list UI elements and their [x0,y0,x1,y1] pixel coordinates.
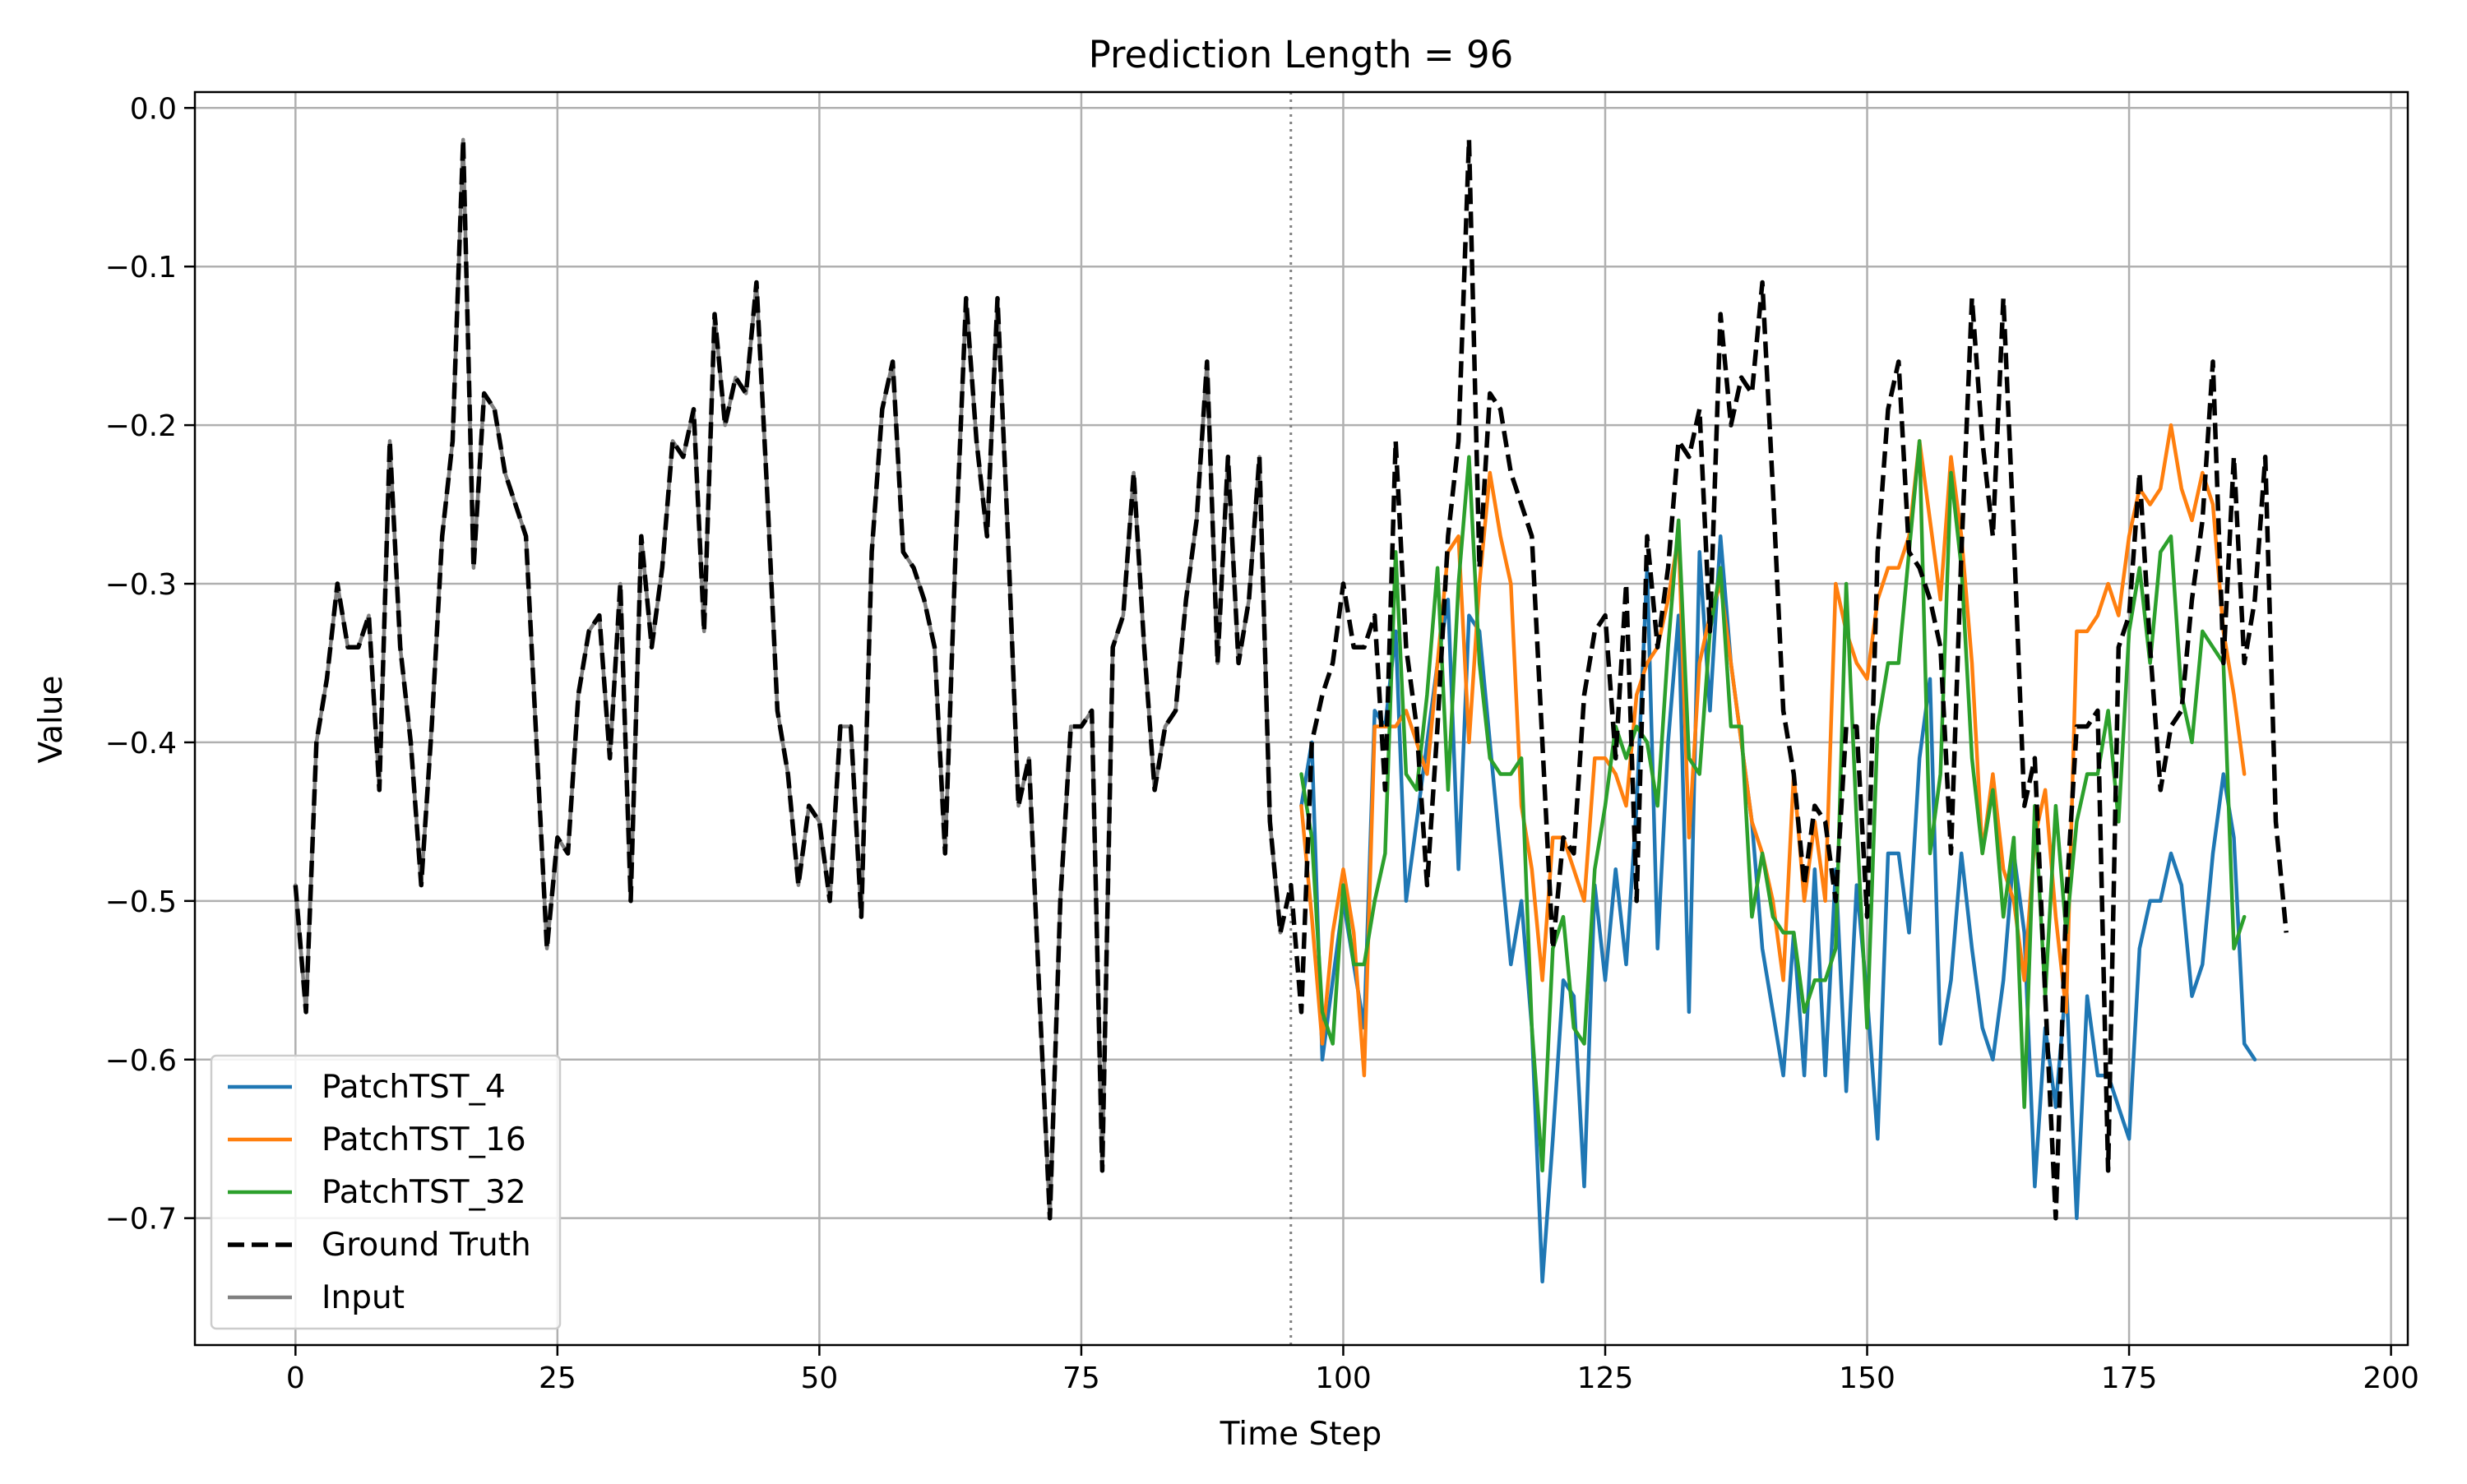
legend-box [210,1054,562,1330]
y-tick-label: −0.5 [105,885,177,919]
y-tick-label: −0.2 [105,409,177,443]
legend-label: Input [322,1279,405,1316]
legend-label: PatchTST_16 [322,1121,526,1158]
y-tick-label: 0.0 [130,92,177,126]
series-line-ground-truth [293,137,2289,1221]
x-tick-label: 0 [286,1361,305,1395]
x-tick-label: 50 [800,1361,838,1395]
grid-layer [195,92,2408,1345]
plot-area-frame [193,90,2409,1347]
legend-label: PatchTST_4 [322,1069,506,1106]
x-tick-label: 125 [1577,1361,1634,1395]
y-tick-label: −0.4 [105,727,177,760]
y-tick-label: −0.3 [105,568,177,602]
x-tick-label: 175 [2101,1361,2158,1395]
ticks-layer: 0 25 50 75 100 125 150 175 200 0.0 −0.1 −0.2 −0.3 −0.… [105,92,2419,1395]
chart-legend: PatchTST_4 PatchTST_16 PatchTST_32 Ground T… [210,1054,562,1330]
series-line-patchtst-32 [1299,439,2247,1173]
x-tick-label: 200 [2363,1361,2419,1395]
y-axis-label: Value [33,675,70,763]
x-tick-label: 100 [1315,1361,1372,1395]
series-line-patchtst-16 [1299,423,2247,1078]
series-layer [293,137,2289,1284]
x-tick-label: 150 [1839,1361,1895,1395]
chart-title: Prediction Length = 96 [1089,33,1514,76]
series-line-patchtst-4 [1299,534,2257,1284]
x-axis-label: Time Step [1220,1416,1382,1453]
x-tick-label: 75 [1062,1361,1100,1395]
y-tick-label: −0.6 [105,1044,177,1078]
legend-label: PatchTST_32 [322,1174,526,1211]
y-tick-label: −0.7 [105,1203,177,1237]
legend-label: Ground Truth [322,1227,531,1264]
y-tick-label: −0.1 [105,251,177,284]
x-tick-label: 25 [539,1361,576,1395]
